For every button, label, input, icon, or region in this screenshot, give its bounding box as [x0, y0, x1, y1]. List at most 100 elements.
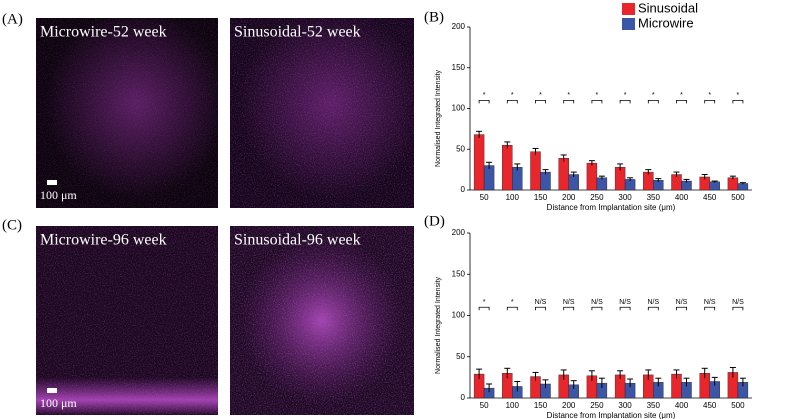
significance-label: N/S: [704, 299, 716, 306]
significance-label: *: [483, 92, 486, 99]
significance-bracket: [732, 306, 744, 311]
significance-label: N/S: [647, 299, 659, 306]
significance-label: *: [567, 92, 570, 99]
x-tick-label: 400: [675, 193, 689, 202]
scale-bar: [47, 388, 57, 393]
image-label: Microwire-96 week: [40, 232, 167, 249]
significance-label: *: [511, 92, 514, 99]
bar: [643, 171, 654, 191]
x-tick-label: 200: [562, 401, 576, 410]
significance-bracket: [647, 99, 659, 104]
significance-label: *: [539, 92, 542, 99]
significance-bracket: [704, 306, 716, 311]
significance-bracket: [591, 99, 603, 104]
significance-label: N/S: [591, 299, 603, 306]
significance-label: *: [483, 299, 486, 306]
significance-label: N/S: [676, 299, 688, 306]
significance-label: N/S: [563, 299, 575, 306]
bar: [709, 181, 720, 191]
significance-bracket: [563, 99, 575, 104]
x-tick-label: 450: [703, 401, 717, 410]
bar: [540, 171, 551, 191]
y-tick-label: 50: [456, 352, 465, 361]
significance-bracket: [478, 99, 490, 104]
significance-bracket: [506, 306, 518, 311]
image-label: Sinusoidal-52 week: [234, 24, 361, 41]
x-tick-label: 250: [590, 193, 604, 202]
x-tick-label: 150: [534, 193, 548, 202]
y-tick-label: 100: [452, 104, 466, 113]
panel-label: (B): [424, 9, 444, 25]
y-tick-label: 50: [456, 144, 465, 153]
legend-swatch: [622, 18, 635, 30]
significance-label: *: [624, 92, 627, 99]
significance-bracket: [704, 99, 716, 104]
micrograph-texture: [230, 18, 414, 208]
x-tick-label: 300: [618, 193, 632, 202]
significance-label: *: [596, 92, 599, 99]
significance-bracket: [591, 306, 603, 311]
scale-label: 100 μm: [40, 396, 77, 410]
legend-swatch: [622, 3, 635, 15]
bar: [558, 158, 569, 191]
significance-label: *: [708, 92, 711, 99]
x-tick-label: 350: [647, 193, 661, 202]
x-tick-label: 300: [618, 401, 632, 410]
bar: [502, 144, 513, 191]
x-tick-label: 250: [590, 401, 604, 410]
bar: [596, 177, 608, 191]
scale-bar: [47, 180, 57, 185]
scale-label: 100 μm: [40, 188, 77, 202]
image-label: Microwire-52 week: [40, 24, 167, 41]
micrograph-texture: [36, 226, 218, 415]
x-tick-label: 50: [480, 193, 489, 202]
bar: [473, 134, 485, 191]
x-tick-label: 50: [480, 401, 489, 410]
y-tick-label: 150: [452, 269, 466, 278]
significance-bracket: [647, 306, 659, 311]
y-tick-label: 100: [452, 311, 466, 320]
significance-bracket: [506, 99, 518, 104]
panel-label: (D): [424, 213, 445, 229]
bar: [737, 183, 749, 191]
x-axis-label: Distance from Implantation site (μm): [547, 411, 676, 419]
legend-label: Microwire: [638, 15, 694, 30]
significance-label: *: [680, 92, 683, 99]
y-tick-label: 0: [461, 393, 466, 402]
y-tick-label: 150: [452, 63, 466, 72]
significance-label: *: [737, 92, 740, 99]
x-tick-label: 350: [647, 401, 661, 410]
x-tick-label: 450: [703, 193, 717, 202]
bar: [512, 166, 523, 191]
significance-bracket: [478, 306, 490, 311]
significance-label: *: [652, 92, 655, 99]
image-panels: Microwire-52 week Sinusoidal-52 week Mic…: [36, 18, 414, 415]
bar: [614, 166, 626, 191]
significance-label: N/S: [732, 299, 744, 306]
legend-label: Sinusoidal: [638, 0, 698, 15]
x-tick-label: 500: [731, 193, 745, 202]
x-tick-label: 500: [731, 401, 745, 410]
panel-label: (A): [2, 11, 23, 27]
x-tick-label: 400: [675, 401, 689, 410]
significance-label: N/S: [535, 299, 547, 306]
bar: [586, 162, 598, 191]
bar: [530, 151, 541, 191]
panel-label: (C): [2, 217, 22, 233]
significance-bracket: [676, 99, 687, 104]
x-axis-label: Distance from Implantation site (μm): [547, 203, 676, 212]
image-label: Sinusoidal-96 week: [234, 232, 361, 249]
x-tick-label: 100: [506, 401, 520, 410]
significance-bracket: [535, 99, 546, 104]
x-tick-label: 200: [562, 193, 576, 202]
y-tick-label: 0: [461, 185, 466, 194]
micrograph-texture: [36, 18, 218, 208]
x-tick-label: 100: [506, 193, 520, 202]
significance-bracket: [732, 99, 744, 104]
bar: [727, 177, 739, 191]
significance-bracket: [676, 306, 687, 311]
y-axis-label: Normalised Integrated Intensity: [435, 277, 442, 374]
significance-bracket: [535, 306, 546, 311]
y-tick-label: 200: [452, 22, 466, 31]
